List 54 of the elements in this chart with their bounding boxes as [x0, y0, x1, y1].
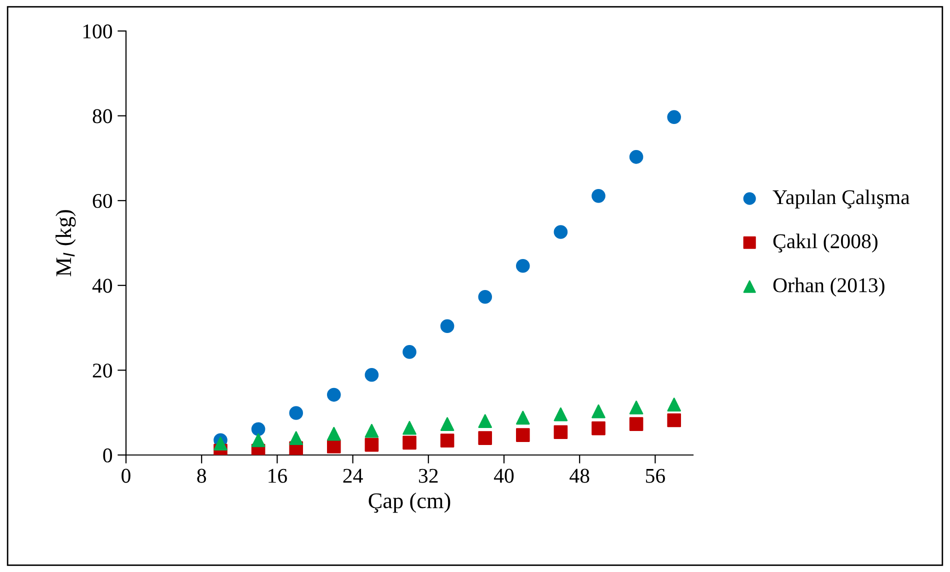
y-tick-label: 40 [92, 278, 112, 293]
legend-label: Orhan (2013) [773, 278, 884, 297]
point [440, 434, 454, 448]
point [326, 426, 341, 441]
point [629, 417, 644, 431]
point [592, 404, 606, 418]
point [214, 436, 228, 450]
point [667, 413, 682, 428]
point [402, 420, 416, 435]
point [440, 417, 454, 431]
x-tick-label: 48 [570, 468, 590, 483]
point [592, 421, 606, 436]
y-tick-label: 20 [92, 364, 112, 378]
y-tick-label: 60 [92, 194, 112, 208]
x-tick-label: 40 [494, 468, 514, 483]
point [440, 319, 454, 334]
y-tick-label: 0 [103, 448, 112, 462]
legend-label: Çakıl (2008) [773, 234, 878, 253]
point [592, 189, 606, 203]
point [629, 400, 644, 414]
point [402, 345, 416, 359]
y-axis-title: M$_{I}$ (kg) [56, 210, 76, 276]
point [667, 110, 682, 124]
point [554, 225, 568, 239]
point [251, 422, 266, 436]
point [289, 406, 304, 420]
x-tick-label: 8 [197, 468, 206, 483]
point [629, 150, 644, 164]
point [478, 431, 492, 445]
x-tick-label: 56 [646, 468, 665, 483]
y-tick-label: 100 [83, 24, 112, 38]
point [516, 410, 530, 425]
point [478, 414, 492, 428]
point [478, 290, 492, 304]
point [667, 398, 682, 412]
x-tick-label: 0 [122, 468, 130, 483]
x-tick-label: 32 [418, 468, 438, 483]
point [326, 440, 341, 454]
x-tick-label: 16 [268, 468, 287, 483]
point [554, 425, 568, 440]
point [554, 407, 568, 422]
point [289, 431, 304, 445]
point [402, 436, 416, 450]
x-tick-label: 24 [343, 468, 363, 483]
point [251, 433, 266, 448]
point [326, 388, 341, 402]
point [516, 258, 530, 273]
point [364, 424, 379, 438]
point [364, 438, 379, 452]
legend-label: Yapılan Çalışma [772, 190, 910, 208]
point [364, 368, 379, 382]
point [516, 428, 530, 442]
x-axis-title: Çap (cm) [368, 492, 450, 513]
y-tick-label: 80 [92, 109, 112, 124]
